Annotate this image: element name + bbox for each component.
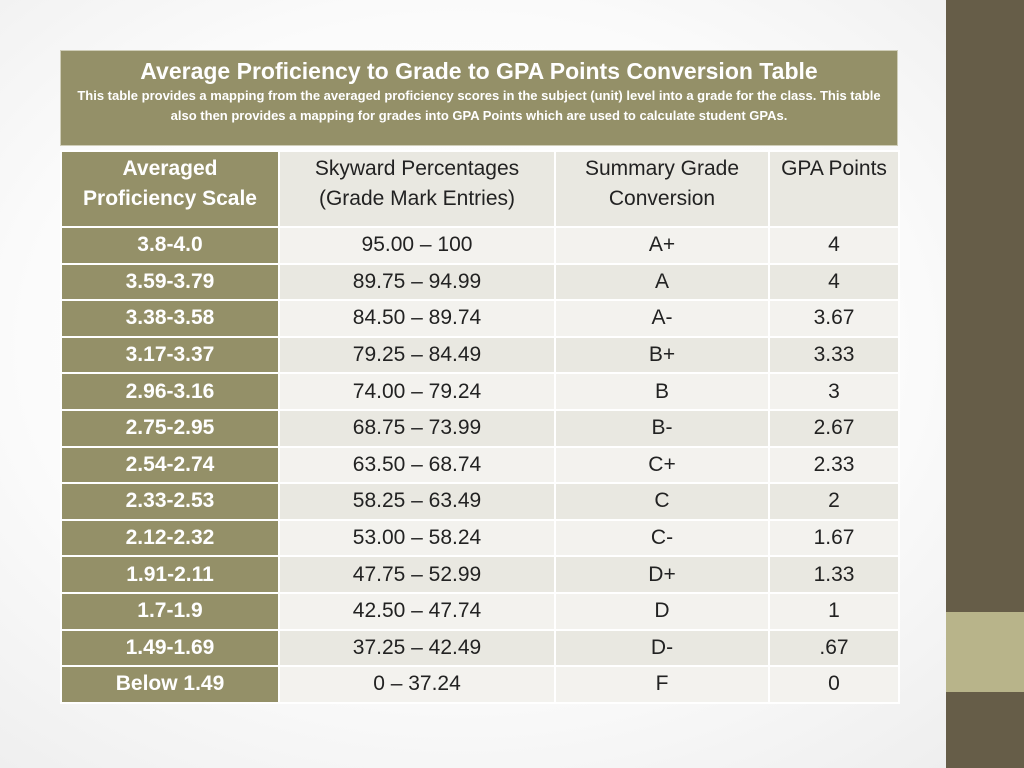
cell-summary-grade: C- <box>554 518 770 558</box>
header-skyward-line2: (Grade Mark Entries) <box>318 187 516 210</box>
header-skyward-line1: Skyward Percentages <box>314 157 520 180</box>
cell-skyward-percentage: 47.75 – 52.99 <box>278 555 556 594</box>
cell-gpa-points: 2.33 <box>768 445 900 485</box>
table-row: 2.54-2.74 63.50 – 68.74 C+ 2.33 <box>60 445 900 485</box>
cell-proficiency-scale: 2.33-2.53 <box>60 482 280 521</box>
cell-summary-grade: D- <box>554 628 770 668</box>
cell-proficiency-scale: 2.96-3.16 <box>60 372 280 411</box>
table-row: 3.38-3.58 84.50 – 89.74 A- 3.67 <box>60 299 900 338</box>
cell-gpa-points: 2.67 <box>768 408 900 448</box>
cell-summary-grade: C+ <box>554 445 770 485</box>
cell-gpa-points: 2 <box>768 482 900 521</box>
conversion-table: Averaged Proficiency Scale Skyward Perce… <box>60 150 900 704</box>
header-summary-line1: Summary Grade <box>584 157 740 180</box>
header-summary-line2: Conversion <box>608 187 716 210</box>
table-row: 2.12-2.32 53.00 – 58.24 C- 1.67 <box>60 518 900 558</box>
cell-skyward-percentage: 68.75 – 73.99 <box>278 408 556 448</box>
cell-skyward-percentage: 74.00 – 79.24 <box>278 372 556 411</box>
header-gpa-points: GPA Points <box>768 150 900 228</box>
cell-gpa-points: 1.33 <box>768 555 900 594</box>
header-summary-grade: Summary Grade Conversion <box>554 150 770 228</box>
table-row: 3.59-3.79 89.75 – 94.99 A 4 <box>60 262 900 302</box>
cell-skyward-percentage: 84.50 – 89.74 <box>278 299 556 338</box>
cell-skyward-percentage: 58.25 – 63.49 <box>278 482 556 521</box>
cell-gpa-points: 4 <box>768 262 900 302</box>
table-row: 1.49-1.69 37.25 – 42.49 D- .67 <box>60 628 900 668</box>
cell-summary-grade: B- <box>554 408 770 448</box>
cell-summary-grade: A <box>554 262 770 302</box>
table-body: 3.8-4.0 95.00 – 100 A+ 4 3.59-3.79 89.75 – 94… <box>60 226 900 704</box>
cell-gpa-points: 3.67 <box>768 299 900 338</box>
cell-summary-grade: B <box>554 372 770 411</box>
cell-skyward-percentage: 0 – 37.24 <box>278 665 556 704</box>
table-header-row: Averaged Proficiency Scale Skyward Perce… <box>60 150 900 228</box>
cell-proficiency-scale: 3.17-3.37 <box>60 335 280 375</box>
table-title-box: Average Proficiency to Grade to GPA Poin… <box>60 50 898 146</box>
table-row: 2.75-2.95 68.75 – 73.99 B- 2.67 <box>60 408 900 448</box>
cell-proficiency-scale: 1.91-2.11 <box>60 555 280 594</box>
cell-skyward-percentage: 53.00 – 58.24 <box>278 518 556 558</box>
cell-proficiency-scale: 2.54-2.74 <box>60 445 280 485</box>
table-row: 2.96-3.16 74.00 – 79.24 B 3 <box>60 372 900 411</box>
side-decoration-accent <box>946 612 1024 692</box>
cell-proficiency-scale: 2.75-2.95 <box>60 408 280 448</box>
cell-gpa-points: 3 <box>768 372 900 411</box>
table-title: Average Proficiency to Grade to GPA Poin… <box>140 58 818 84</box>
cell-summary-grade: D <box>554 591 770 631</box>
table-row: 3.8-4.0 95.00 – 100 A+ 4 <box>60 226 900 265</box>
cell-skyward-percentage: 95.00 – 100 <box>278 226 556 265</box>
cell-summary-grade: F <box>554 665 770 704</box>
cell-proficiency-scale: 3.8-4.0 <box>60 226 280 265</box>
cell-skyward-percentage: 89.75 – 94.99 <box>278 262 556 302</box>
cell-summary-grade: A+ <box>554 226 770 265</box>
header-proficiency-line1: Averaged <box>122 157 218 180</box>
cell-summary-grade: A- <box>554 299 770 338</box>
cell-proficiency-scale: 2.12-2.32 <box>60 518 280 558</box>
cell-proficiency-scale: 1.49-1.69 <box>60 628 280 668</box>
table-description: This table provides a mapping from the a… <box>77 88 881 123</box>
table-row: 1.7-1.9 42.50 – 47.74 D 1 <box>60 591 900 631</box>
cell-gpa-points: 4 <box>768 226 900 265</box>
cell-proficiency-scale: Below 1.49 <box>60 665 280 704</box>
cell-summary-grade: C <box>554 482 770 521</box>
table-row: Below 1.49 0 – 37.24 F 0 <box>60 665 900 704</box>
cell-gpa-points: 0 <box>768 665 900 704</box>
cell-proficiency-scale: 3.38-3.58 <box>60 299 280 338</box>
cell-skyward-percentage: 79.25 – 84.49 <box>278 335 556 375</box>
cell-gpa-points: 1.67 <box>768 518 900 558</box>
cell-skyward-percentage: 63.50 – 68.74 <box>278 445 556 485</box>
cell-skyward-percentage: 42.50 – 47.74 <box>278 591 556 631</box>
header-proficiency-scale: Averaged Proficiency Scale <box>60 150 280 228</box>
header-skyward-percentages: Skyward Percentages (Grade Mark Entries) <box>278 150 556 228</box>
cell-summary-grade: D+ <box>554 555 770 594</box>
cell-gpa-points: .67 <box>768 628 900 668</box>
table-row: 1.91-2.11 47.75 – 52.99 D+ 1.33 <box>60 555 900 594</box>
cell-summary-grade: B+ <box>554 335 770 375</box>
cell-skyward-percentage: 37.25 – 42.49 <box>278 628 556 668</box>
cell-proficiency-scale: 3.59-3.79 <box>60 262 280 302</box>
header-proficiency-line2: Proficiency Scale <box>83 187 257 210</box>
cell-gpa-points: 3.33 <box>768 335 900 375</box>
conversion-table-container: Average Proficiency to Grade to GPA Poin… <box>60 50 900 704</box>
cell-gpa-points: 1 <box>768 591 900 631</box>
table-row: 2.33-2.53 58.25 – 63.49 C 2 <box>60 482 900 521</box>
cell-proficiency-scale: 1.7-1.9 <box>60 591 280 631</box>
table-row: 3.17-3.37 79.25 – 84.49 B+ 3.33 <box>60 335 900 375</box>
